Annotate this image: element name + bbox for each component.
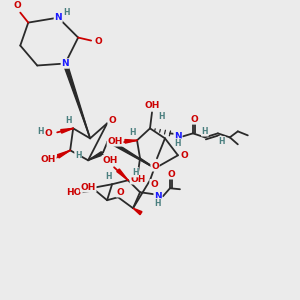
Text: H: H [105, 172, 111, 181]
Text: H: H [63, 8, 69, 17]
Text: H: H [75, 151, 81, 160]
Text: H: H [37, 127, 44, 136]
Text: O: O [108, 116, 116, 125]
Text: H: H [159, 112, 165, 121]
Text: H: H [155, 199, 161, 208]
Text: OH: OH [102, 156, 118, 165]
Text: O: O [167, 170, 175, 179]
Text: HO: HO [67, 188, 82, 197]
Text: H: H [219, 137, 225, 146]
Text: OH: OH [144, 101, 160, 110]
Text: O: O [44, 129, 52, 138]
Text: H: H [65, 116, 71, 125]
Text: O: O [116, 188, 124, 197]
Polygon shape [125, 140, 137, 143]
Text: O: O [94, 37, 102, 46]
Polygon shape [107, 139, 155, 168]
Text: OH: OH [107, 137, 123, 146]
Text: N: N [154, 192, 162, 201]
Text: O: O [151, 162, 159, 171]
Polygon shape [63, 63, 90, 138]
Polygon shape [88, 152, 103, 160]
Text: O: O [190, 115, 198, 124]
Text: H: H [202, 127, 208, 136]
Text: O: O [180, 151, 188, 160]
Text: OH: OH [40, 155, 56, 164]
Text: N: N [174, 132, 182, 141]
Polygon shape [133, 208, 142, 215]
Text: N: N [61, 59, 69, 68]
Text: O: O [150, 180, 158, 189]
Polygon shape [61, 128, 73, 133]
Text: OH: OH [80, 183, 96, 192]
Polygon shape [57, 150, 70, 158]
Polygon shape [117, 169, 128, 180]
Text: N: N [54, 13, 62, 22]
Text: OH: OH [130, 175, 146, 184]
Text: H: H [129, 128, 135, 137]
Text: H: H [175, 139, 181, 148]
Text: H: H [132, 168, 138, 177]
Text: O: O [14, 1, 21, 10]
